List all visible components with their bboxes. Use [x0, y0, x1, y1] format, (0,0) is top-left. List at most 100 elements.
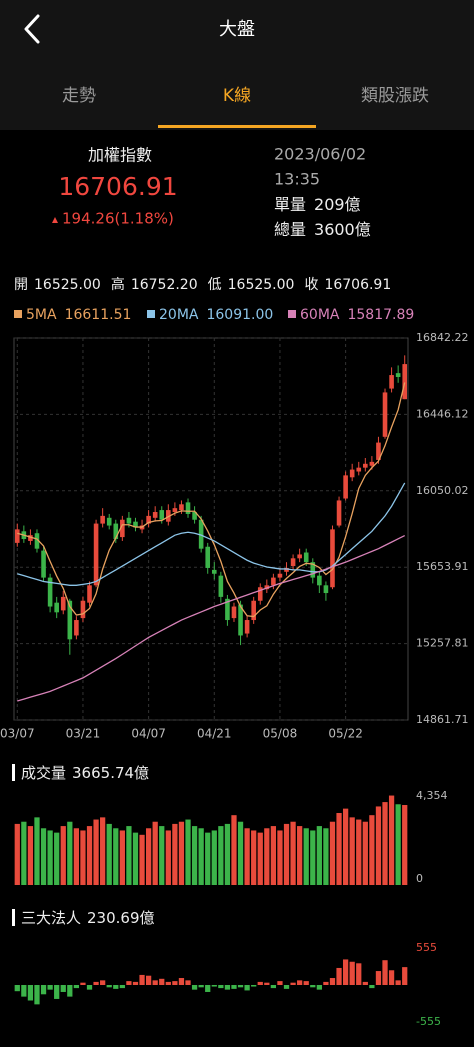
bar	[139, 834, 145, 885]
candle-body	[41, 550, 46, 578]
stat-value: 3600億	[314, 220, 371, 239]
panel-marker	[12, 909, 15, 926]
bar	[388, 970, 395, 985]
back-button[interactable]	[24, 14, 40, 44]
legend-name: 20MA	[159, 307, 199, 323]
ohlc-value: 16525.00	[34, 277, 101, 293]
x-tick-label: 04/21	[197, 727, 232, 741]
bar	[303, 828, 309, 885]
bar	[178, 821, 185, 885]
candle-body	[310, 562, 316, 578]
candle-body	[271, 577, 276, 586]
bar	[47, 985, 53, 990]
y-tick-label: 555	[416, 941, 437, 954]
bar	[316, 826, 322, 885]
bar	[119, 830, 125, 885]
bar	[375, 806, 382, 885]
stat-label: 單量	[274, 195, 306, 214]
bar	[126, 981, 132, 985]
tab[interactable]: K線	[223, 86, 251, 106]
bar	[139, 974, 145, 985]
bar	[205, 832, 211, 885]
bar	[231, 815, 237, 885]
bar	[40, 828, 47, 885]
bar	[264, 828, 270, 885]
bar	[100, 980, 106, 985]
bar	[283, 985, 290, 989]
bar	[113, 985, 119, 989]
bar	[251, 985, 257, 987]
bar	[165, 830, 171, 885]
index-price: 16706.91	[58, 172, 177, 201]
date: 2023/06/02	[274, 145, 366, 164]
legend-entry: 20MA 16091.00	[159, 307, 273, 323]
candle-body	[336, 500, 342, 526]
candle-body	[349, 469, 355, 478]
bar	[211, 830, 217, 885]
tab[interactable]: 走勢	[62, 86, 96, 106]
candle-body	[231, 606, 237, 619]
candle-body	[28, 535, 33, 541]
candle-body	[303, 552, 309, 563]
bar	[178, 978, 185, 985]
bar	[145, 828, 152, 885]
index-change: 194.26(1.18%)	[62, 210, 174, 228]
candle-body	[277, 573, 283, 578]
bar	[356, 819, 362, 885]
candle-body	[225, 598, 230, 621]
y-tick-label: 4,354	[416, 789, 448, 802]
bar	[73, 828, 80, 885]
bar	[34, 985, 40, 1005]
candle-body	[395, 373, 401, 378]
panel-name: 三大法人	[21, 909, 81, 927]
bar	[80, 830, 86, 885]
bar	[21, 985, 27, 997]
bar	[93, 819, 99, 885]
ma-line	[17, 534, 406, 702]
bar	[264, 982, 270, 985]
bar	[329, 821, 336, 885]
bar	[336, 812, 342, 885]
legend-swatch	[14, 310, 22, 318]
ma-line	[17, 482, 406, 586]
candle-body	[257, 587, 263, 601]
panel-value: 230.69億	[87, 909, 155, 927]
bar	[159, 978, 165, 985]
bar	[14, 823, 20, 885]
bar	[205, 985, 211, 992]
bar	[60, 985, 66, 992]
candle-body	[133, 521, 138, 528]
candle-body	[317, 575, 322, 586]
bar	[106, 823, 112, 885]
candle-body	[60, 596, 66, 611]
bar	[369, 815, 375, 885]
candle-body	[179, 504, 184, 511]
bar	[237, 985, 244, 988]
bar	[132, 832, 139, 885]
up-arrow	[52, 217, 58, 223]
bar	[402, 805, 408, 885]
candle-body	[152, 512, 158, 518]
candle-body	[389, 375, 394, 389]
bar	[310, 985, 316, 988]
candle-body	[192, 512, 197, 520]
bar	[349, 817, 355, 885]
bar	[113, 828, 119, 885]
tab[interactable]: 類股漲跌	[361, 86, 429, 106]
candle-body	[74, 620, 79, 636]
bar	[34, 817, 40, 885]
bar	[388, 795, 395, 885]
ohlc-label: 開	[14, 277, 28, 293]
bar	[172, 823, 178, 885]
bar	[185, 980, 191, 985]
y-tick-label: 0	[416, 872, 423, 885]
bar	[14, 985, 20, 992]
bar	[152, 980, 158, 985]
ohlc-row: 開 16525.00 高 16752.20 低 16525.00 收 16706.91	[14, 276, 391, 293]
bar	[336, 967, 342, 985]
candle-body	[205, 546, 211, 568]
legend-swatch	[147, 310, 155, 318]
candle-body	[211, 569, 217, 574]
legend-value: 15817.89	[347, 307, 414, 323]
